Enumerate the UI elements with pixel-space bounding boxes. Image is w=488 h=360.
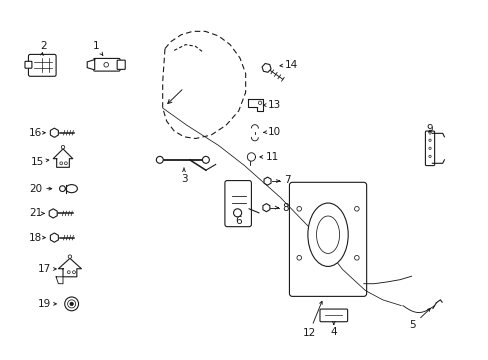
Polygon shape (87, 60, 95, 70)
Text: 17: 17 (37, 264, 51, 274)
Text: 16: 16 (29, 128, 42, 138)
Text: 8: 8 (282, 203, 289, 213)
Ellipse shape (316, 216, 339, 253)
Text: 20: 20 (29, 184, 42, 194)
FancyBboxPatch shape (93, 58, 120, 71)
Polygon shape (58, 258, 81, 277)
Circle shape (233, 209, 241, 217)
Text: 4: 4 (330, 327, 336, 337)
Circle shape (72, 271, 75, 274)
Text: 19: 19 (37, 299, 51, 309)
Circle shape (67, 271, 70, 274)
Circle shape (67, 300, 76, 308)
Text: 14: 14 (285, 60, 298, 70)
Text: 12: 12 (302, 328, 315, 338)
Text: 7: 7 (284, 175, 290, 185)
Circle shape (354, 256, 358, 260)
Circle shape (60, 186, 65, 192)
FancyBboxPatch shape (224, 181, 251, 227)
FancyBboxPatch shape (25, 61, 32, 68)
FancyBboxPatch shape (289, 182, 366, 296)
Text: 11: 11 (265, 152, 278, 162)
Circle shape (61, 145, 64, 149)
Polygon shape (56, 277, 63, 284)
Circle shape (156, 156, 163, 163)
Text: 1: 1 (92, 41, 99, 51)
Text: 15: 15 (30, 157, 43, 167)
Circle shape (64, 162, 67, 165)
Text: 2: 2 (41, 41, 47, 51)
Ellipse shape (307, 203, 347, 266)
Circle shape (258, 101, 261, 104)
Circle shape (428, 147, 430, 149)
Circle shape (202, 156, 209, 163)
Text: 6: 6 (235, 216, 242, 226)
Circle shape (296, 256, 301, 260)
FancyBboxPatch shape (319, 309, 347, 322)
Circle shape (70, 302, 73, 306)
Text: 9: 9 (426, 124, 432, 134)
Circle shape (104, 63, 108, 67)
Circle shape (60, 162, 62, 165)
Text: 13: 13 (267, 100, 281, 110)
Text: 5: 5 (408, 320, 415, 330)
Circle shape (64, 297, 79, 311)
Text: 21: 21 (29, 208, 42, 219)
FancyBboxPatch shape (28, 54, 56, 76)
Polygon shape (53, 149, 73, 167)
Circle shape (428, 155, 430, 158)
Text: 18: 18 (29, 233, 42, 243)
Ellipse shape (66, 185, 77, 193)
Text: 10: 10 (267, 127, 281, 136)
Polygon shape (247, 153, 255, 161)
Circle shape (428, 139, 430, 141)
Text: 3: 3 (181, 174, 187, 184)
FancyBboxPatch shape (425, 131, 434, 166)
FancyBboxPatch shape (117, 60, 125, 69)
Circle shape (354, 207, 358, 211)
Circle shape (68, 255, 72, 258)
Circle shape (296, 207, 301, 211)
Polygon shape (247, 99, 263, 111)
